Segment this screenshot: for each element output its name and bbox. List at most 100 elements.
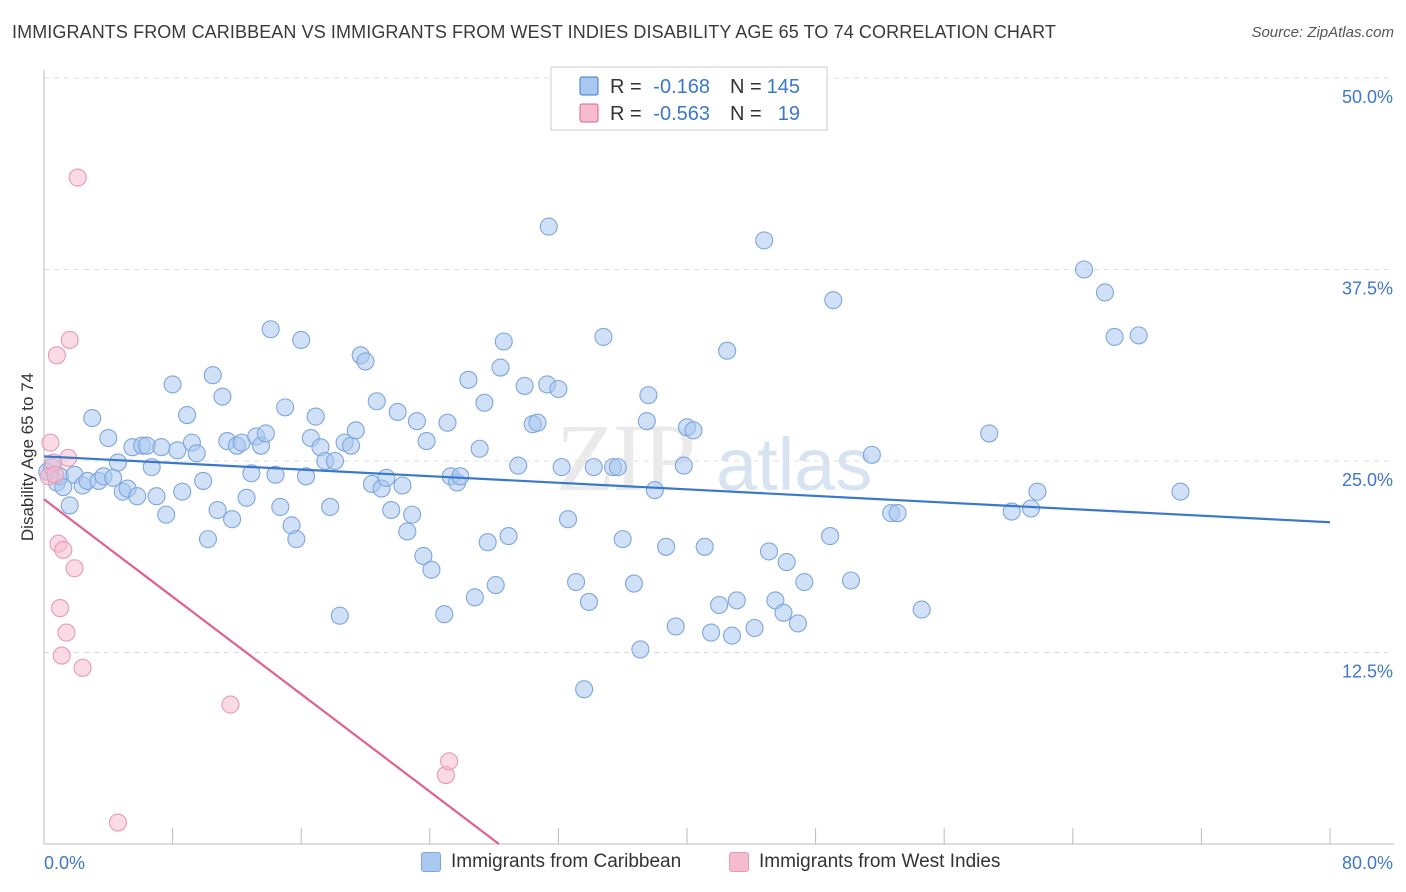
caribbean-point <box>475 393 494 412</box>
caribbean-point <box>438 413 457 432</box>
caribbean-point <box>777 553 796 572</box>
caribbean-point <box>276 398 295 417</box>
bottom-legend-label-west-indies: Immigrants from West Indies <box>759 851 1001 872</box>
bottom-legend-swatch-west-indies <box>729 852 749 872</box>
caribbean-point <box>271 497 290 517</box>
caribbean-point <box>388 402 407 422</box>
caribbean-point <box>491 358 510 377</box>
caribbean-point <box>624 574 644 593</box>
caribbean-point <box>710 595 729 615</box>
caribbean-point <box>152 438 171 457</box>
caribbean-point <box>168 441 187 460</box>
caribbean-point <box>99 428 118 448</box>
y-axis-label: Disability Age 65 to 74 <box>18 373 37 541</box>
caribbean-point <box>755 231 774 250</box>
caribbean-point <box>367 392 386 411</box>
caribbean-point <box>1028 482 1047 501</box>
caribbean-point <box>198 530 218 549</box>
caribbean-point <box>888 504 907 523</box>
caribbean-point <box>718 341 737 360</box>
caribbean-point <box>684 421 703 440</box>
correlation-legend: R = -0.168 N = 145 R = -0.563 N = 19 <box>550 66 828 131</box>
west-indies-point <box>108 813 127 832</box>
gridlines <box>44 77 1394 653</box>
watermark-text: ZIP <box>556 404 694 511</box>
caribbean-point <box>1171 482 1190 501</box>
west-indies-point <box>73 658 92 677</box>
bottom-legend-caribbean: Immigrants from Caribbean <box>421 851 681 873</box>
caribbean-point <box>608 458 627 477</box>
west-indies-point <box>52 646 71 665</box>
caribbean-point <box>862 445 881 464</box>
caribbean-point <box>382 500 401 520</box>
legend-n-label-1: N = <box>730 76 762 98</box>
caribbean-point <box>657 537 676 556</box>
caribbean-point <box>296 467 316 486</box>
y-tick-label: 12.5% <box>1342 662 1393 682</box>
legend-swatch-west-indies <box>579 103 599 123</box>
chart-source: Source: ZipAtlas.com <box>1251 24 1394 41</box>
legend-n-value-1: 145 <box>767 76 800 98</box>
caribbean-point <box>558 510 578 529</box>
series-west-indies <box>39 168 459 832</box>
caribbean-point <box>486 576 505 595</box>
bottom-legend-swatch-caribbean <box>421 852 441 872</box>
caribbean-point <box>417 432 436 451</box>
caribbean-point <box>108 453 127 472</box>
caribbean-point <box>552 458 571 477</box>
caribbean-point <box>414 546 433 566</box>
caribbean-point <box>128 487 147 506</box>
west-indies-point <box>221 695 240 714</box>
caribbean-point <box>157 505 176 524</box>
caribbean-point <box>567 572 586 592</box>
caribbean-point <box>1075 260 1094 279</box>
caribbean-point <box>637 412 656 431</box>
caribbean-point <box>83 409 102 428</box>
caribbean-point <box>173 482 192 501</box>
caribbean-point <box>1105 327 1124 346</box>
caribbean-point <box>759 542 779 561</box>
caribbean-point <box>528 413 547 432</box>
caribbean-point <box>470 439 489 458</box>
west-indies-point <box>54 540 73 559</box>
caribbean-point <box>147 487 166 506</box>
caribbean-point <box>407 412 426 431</box>
caribbean-point <box>478 533 497 552</box>
caribbean-point <box>494 332 513 351</box>
caribbean-point <box>292 330 311 350</box>
legend-r-value-2: -0.563 <box>653 103 710 125</box>
caribbean-point <box>702 623 721 642</box>
caribbean-point <box>330 606 349 625</box>
y-tick-label: 25.0% <box>1342 470 1393 490</box>
caribbean-point <box>575 680 594 699</box>
caribbean-point <box>674 456 693 475</box>
caribbean-point <box>841 571 861 590</box>
caribbean-point <box>346 421 365 440</box>
y-tick-labels: 12.5% 25.0% 37.5% 50.0% <box>1342 87 1393 682</box>
caribbean-point <box>980 424 999 443</box>
caribbean-point <box>60 496 79 515</box>
caribbean-point <box>584 458 603 477</box>
caribbean-point <box>579 592 598 611</box>
caribbean-point <box>539 217 558 236</box>
caribbean-point <box>459 370 478 389</box>
caribbean-point <box>242 464 261 483</box>
caribbean-point <box>515 376 534 395</box>
west-indies-point <box>51 599 70 618</box>
caribbean-point <box>256 424 275 443</box>
caribbean-point <box>745 618 764 638</box>
caribbean-point <box>422 560 441 579</box>
caribbean-point <box>178 405 197 425</box>
caribbean-point <box>1002 502 1021 521</box>
west-indies-point <box>68 168 87 187</box>
legend-n-value-2: 19 <box>778 103 800 125</box>
caribbean-point <box>163 375 182 394</box>
watermark: ZIP atlas <box>556 404 872 511</box>
caribbean-point <box>325 451 345 471</box>
caribbean-point <box>261 320 280 339</box>
caribbean-point <box>208 500 227 520</box>
trend-lines <box>43 455 1331 845</box>
caribbean-point <box>722 626 742 645</box>
west-indies-point <box>47 346 66 365</box>
